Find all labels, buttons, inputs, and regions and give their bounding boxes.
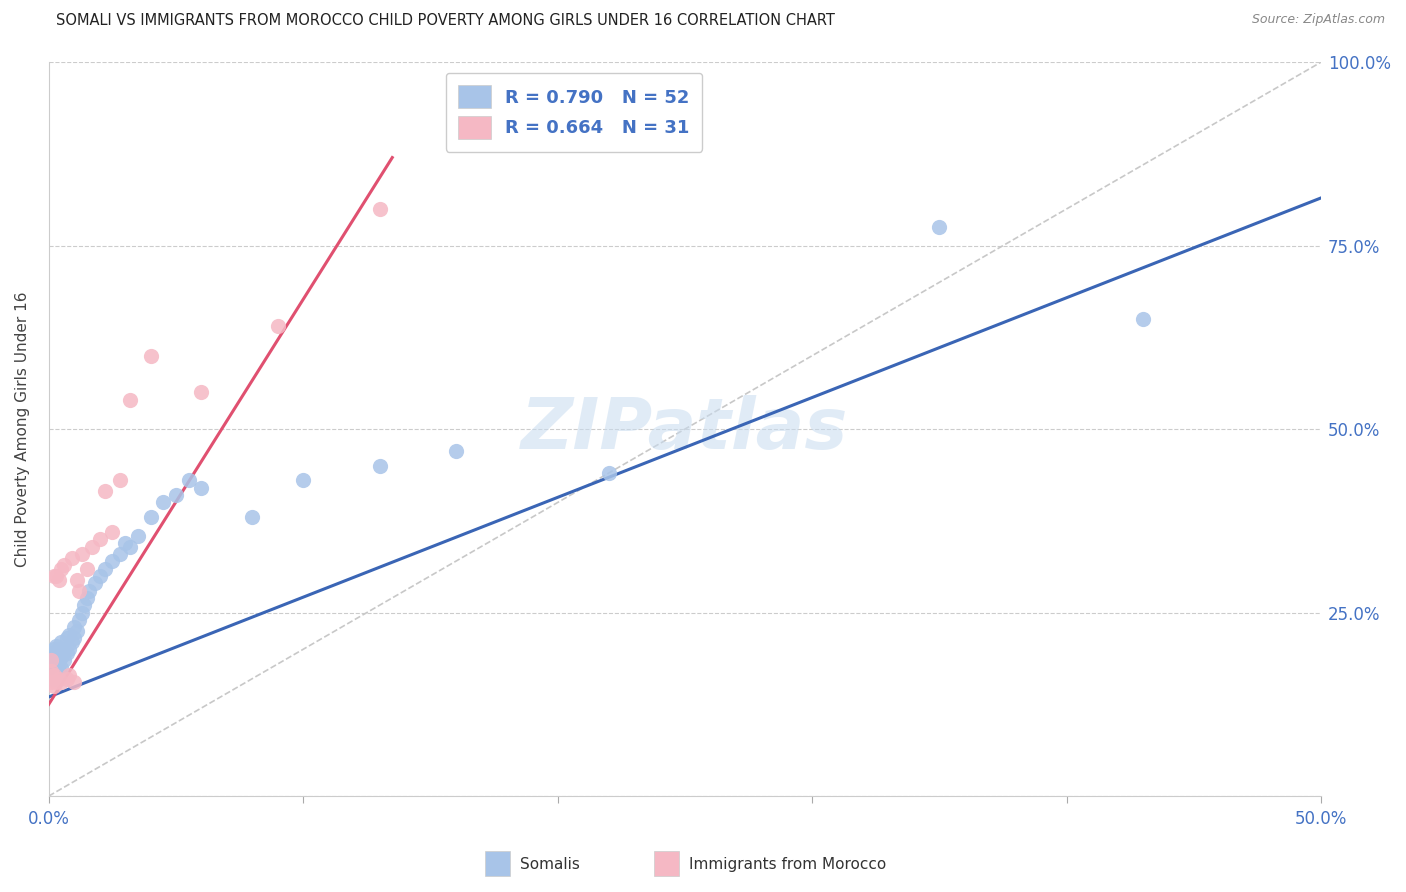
Point bbox=[51, 675, 73, 690]
Point bbox=[152, 495, 174, 509]
Point bbox=[101, 554, 124, 568]
Point bbox=[45, 668, 67, 682]
Point bbox=[79, 583, 101, 598]
Point bbox=[55, 672, 77, 686]
Point bbox=[58, 668, 80, 682]
Point bbox=[89, 532, 111, 546]
Point bbox=[48, 672, 70, 686]
Point bbox=[39, 675, 62, 690]
Point bbox=[45, 569, 67, 583]
Y-axis label: Child Poverty Among Girls Under 16: Child Poverty Among Girls Under 16 bbox=[15, 292, 30, 566]
Point bbox=[120, 540, 142, 554]
Point bbox=[60, 635, 83, 649]
Point bbox=[76, 591, 98, 605]
Point bbox=[48, 653, 70, 667]
Point bbox=[89, 569, 111, 583]
Point bbox=[48, 665, 70, 679]
Point bbox=[67, 583, 90, 598]
Point bbox=[70, 606, 93, 620]
Point bbox=[39, 646, 62, 660]
Point bbox=[598, 466, 620, 480]
Point bbox=[66, 624, 89, 638]
Point bbox=[292, 474, 315, 488]
Text: Somalis: Somalis bbox=[520, 857, 581, 872]
Point bbox=[45, 675, 67, 690]
Point bbox=[39, 660, 62, 674]
Point bbox=[55, 646, 77, 660]
Point bbox=[76, 561, 98, 575]
Point bbox=[368, 458, 391, 473]
Point bbox=[39, 653, 62, 667]
Point bbox=[51, 635, 73, 649]
Point bbox=[177, 474, 200, 488]
Point bbox=[42, 569, 65, 583]
Point bbox=[444, 444, 467, 458]
Point bbox=[53, 653, 76, 667]
Point bbox=[48, 642, 70, 657]
Point bbox=[42, 668, 65, 682]
Point bbox=[53, 642, 76, 657]
Point bbox=[63, 632, 86, 646]
Point bbox=[165, 488, 187, 502]
Legend: R = 0.790   N = 52, R = 0.664   N = 31: R = 0.790 N = 52, R = 0.664 N = 31 bbox=[446, 72, 703, 152]
Point bbox=[93, 561, 115, 575]
Point bbox=[51, 660, 73, 674]
Text: Immigrants from Morocco: Immigrants from Morocco bbox=[689, 857, 886, 872]
Point bbox=[45, 660, 67, 674]
Point bbox=[80, 540, 103, 554]
Point bbox=[51, 561, 73, 575]
Point bbox=[42, 665, 65, 679]
Point bbox=[63, 675, 86, 690]
Point bbox=[58, 642, 80, 657]
Point bbox=[55, 632, 77, 646]
Text: Source: ZipAtlas.com: Source: ZipAtlas.com bbox=[1251, 13, 1385, 27]
Text: ZIPatlas: ZIPatlas bbox=[522, 394, 849, 464]
Point bbox=[139, 349, 162, 363]
Point bbox=[368, 202, 391, 216]
Point bbox=[39, 653, 62, 667]
Point bbox=[93, 484, 115, 499]
Point bbox=[190, 481, 212, 495]
Point bbox=[127, 528, 149, 542]
Point bbox=[42, 679, 65, 693]
Point bbox=[267, 319, 290, 334]
Point bbox=[83, 576, 105, 591]
Point bbox=[67, 613, 90, 627]
Point bbox=[60, 550, 83, 565]
Point bbox=[73, 599, 96, 613]
Point bbox=[66, 573, 89, 587]
Point bbox=[101, 524, 124, 539]
Point bbox=[70, 547, 93, 561]
Point bbox=[139, 510, 162, 524]
Point bbox=[63, 620, 86, 634]
Point bbox=[58, 627, 80, 641]
Point bbox=[114, 536, 136, 550]
Point bbox=[108, 474, 131, 488]
Point bbox=[45, 649, 67, 664]
Point bbox=[190, 385, 212, 400]
Point bbox=[42, 642, 65, 657]
Point bbox=[1132, 312, 1154, 326]
Point bbox=[51, 649, 73, 664]
Point bbox=[928, 220, 950, 235]
Point bbox=[240, 510, 263, 524]
Point bbox=[108, 547, 131, 561]
Point bbox=[45, 639, 67, 653]
Text: SOMALI VS IMMIGRANTS FROM MOROCCO CHILD POVERTY AMONG GIRLS UNDER 16 CORRELATION: SOMALI VS IMMIGRANTS FROM MOROCCO CHILD … bbox=[56, 13, 835, 29]
Point bbox=[42, 672, 65, 686]
Point bbox=[53, 558, 76, 572]
Point bbox=[42, 657, 65, 671]
Point bbox=[120, 392, 142, 407]
Point bbox=[48, 573, 70, 587]
Point bbox=[39, 665, 62, 679]
